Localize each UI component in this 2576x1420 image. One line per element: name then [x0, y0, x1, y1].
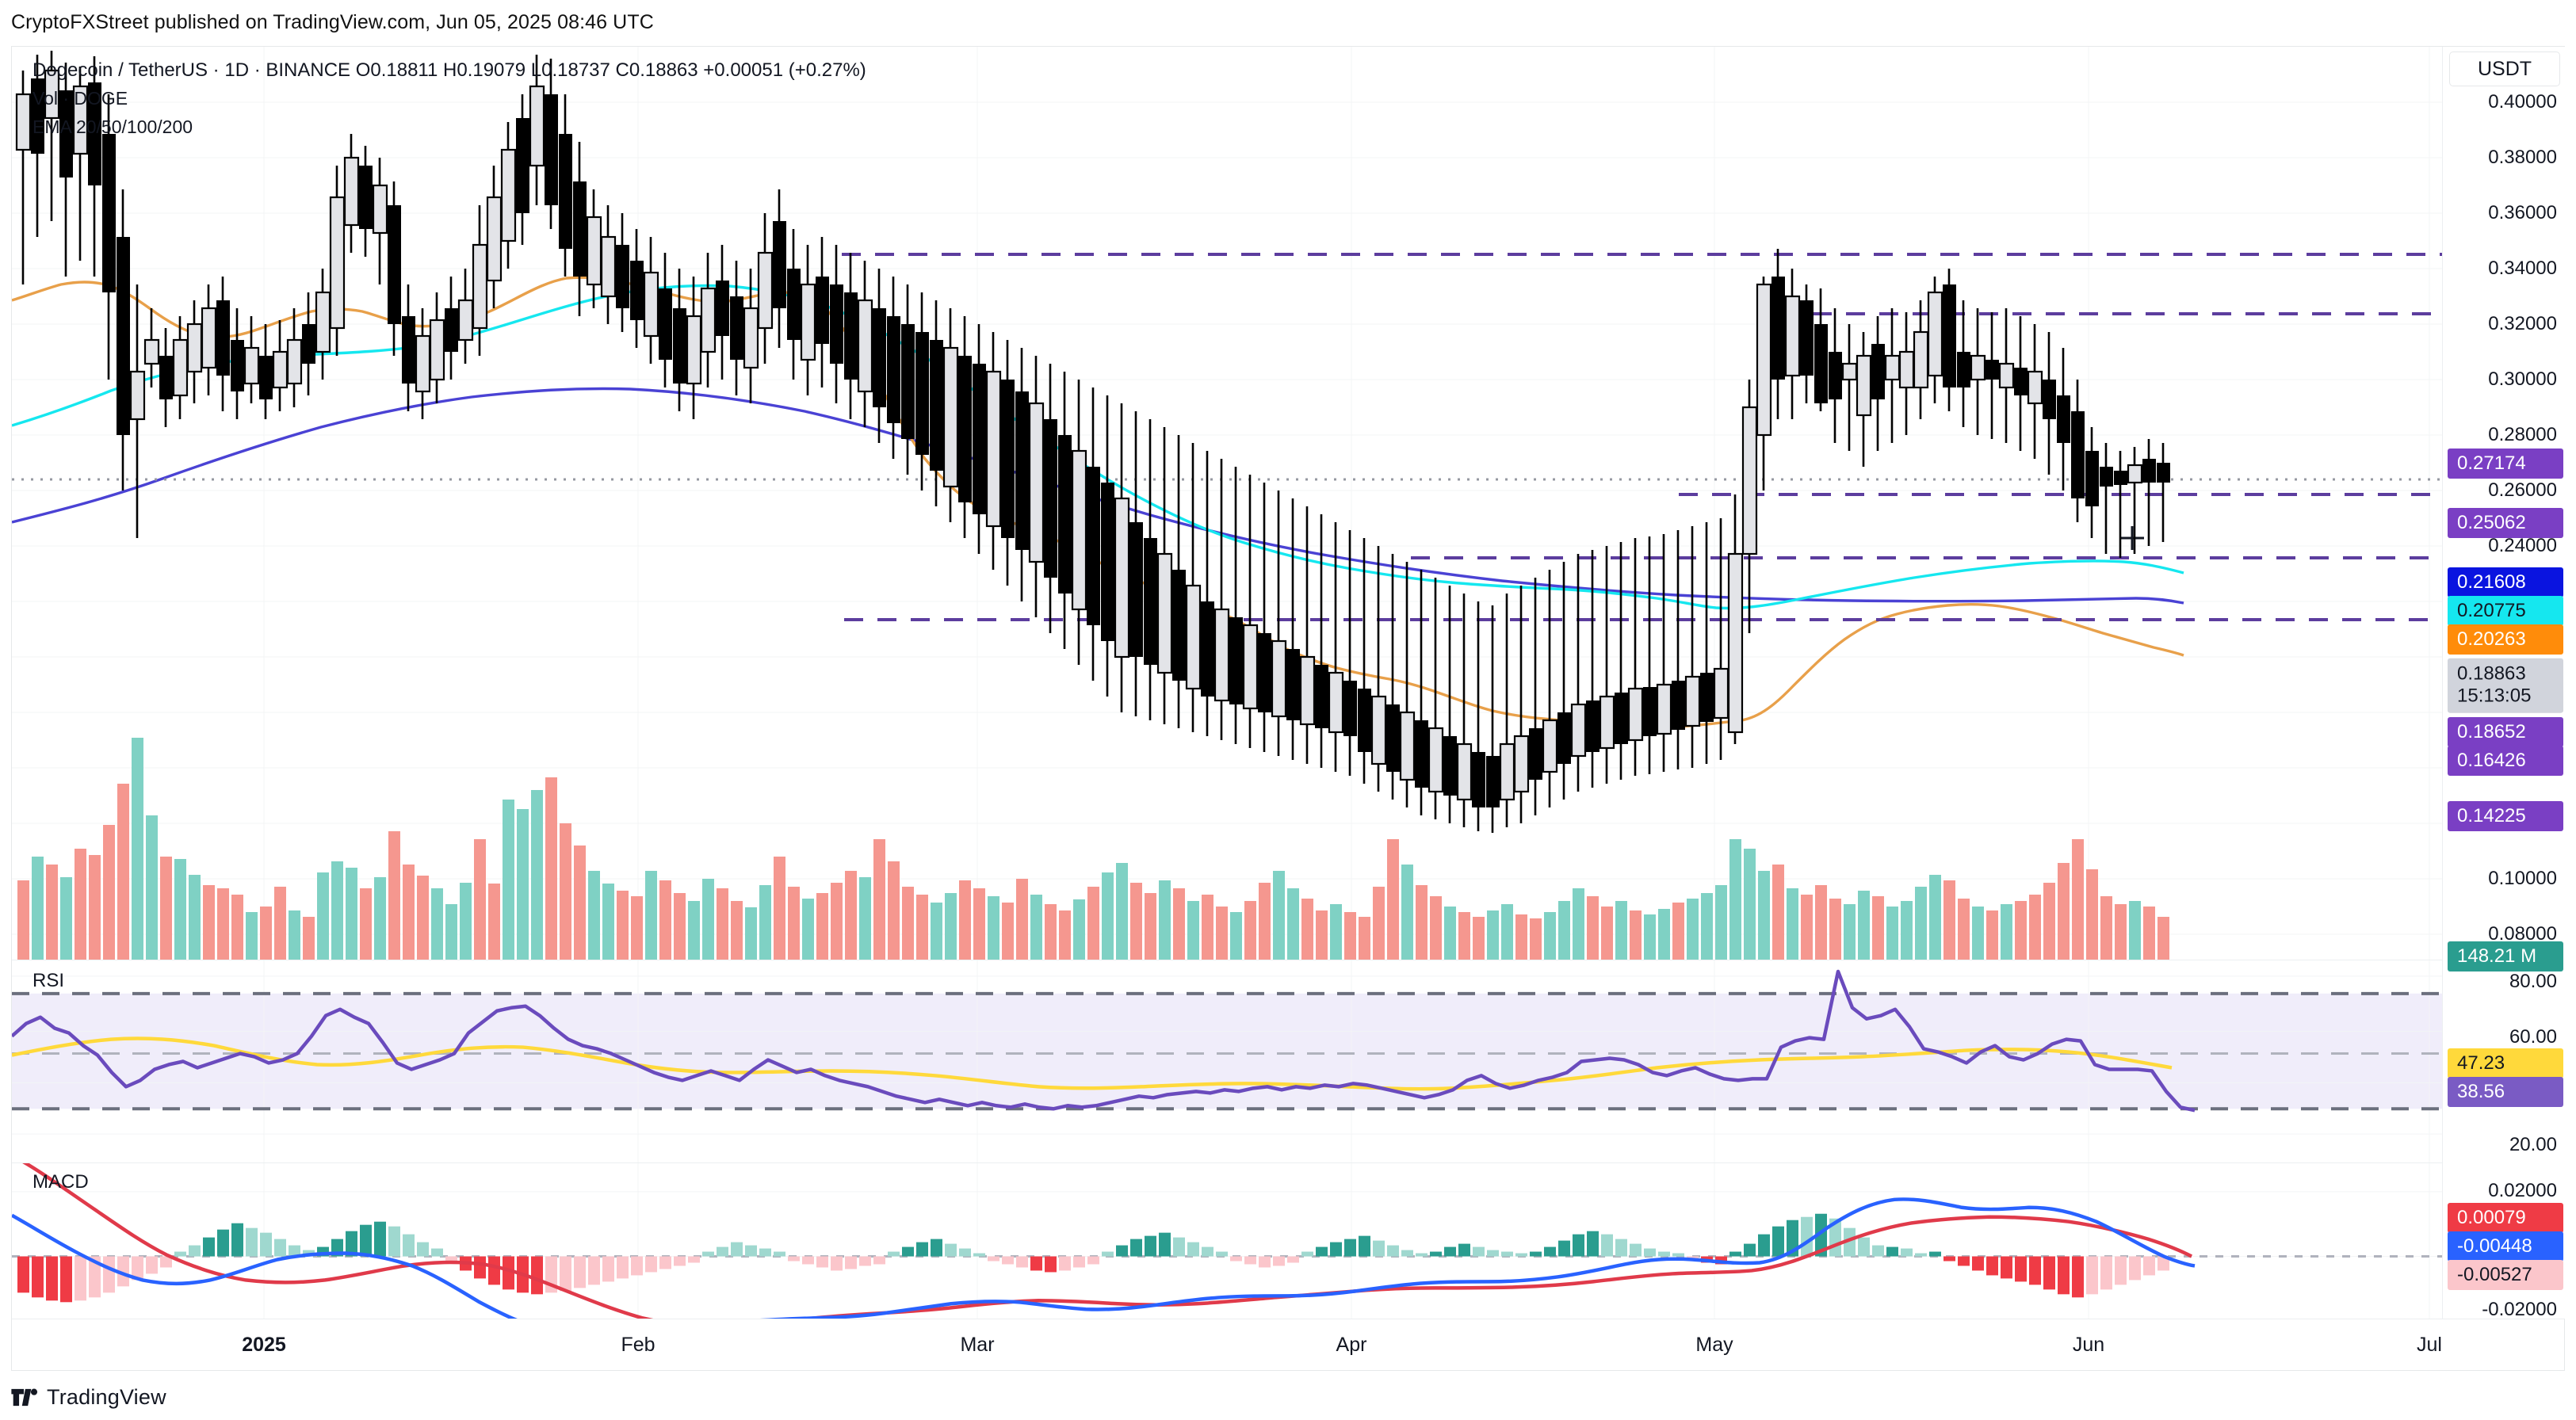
- level-badge-0-16426[interactable]: 0.16426: [2448, 746, 2563, 776]
- rsi-pane[interactable]: RSI: [12, 960, 2442, 1162]
- rsi-pane-svg: [12, 960, 2442, 1162]
- macd-line: [12, 1197, 2196, 1337]
- time-label-may: May: [1695, 1334, 1733, 1356]
- rsi-ma-line: [12, 1036, 2173, 1091]
- level-badge-0-25062[interactable]: 0.25062: [2448, 508, 2563, 538]
- tradingview-logo-icon: [11, 1388, 38, 1406]
- crosshair-marker: [2120, 526, 2144, 550]
- price-tick: 0.40000: [2488, 91, 2557, 113]
- macd-tick: -0.02000: [2482, 1299, 2557, 1320]
- volume-badge[interactable]: 148.21 M: [2448, 941, 2563, 971]
- macd-tick: 0.02000: [2488, 1180, 2557, 1201]
- plot-column: Dogecoin / TetherUS · 1D · BINANCE O0.18…: [12, 47, 2442, 1370]
- macd-line-badge[interactable]: -0.00448: [2448, 1231, 2563, 1262]
- price-pane[interactable]: Dogecoin / TetherUS · 1D · BINANCE O0.18…: [12, 47, 2442, 960]
- level-badge-0-18652[interactable]: 0.18652: [2448, 717, 2563, 747]
- time-label-apr: Apr: [1336, 1334, 1367, 1356]
- price-pane-svg: [12, 47, 2442, 960]
- candlestick-series: [15, 51, 2170, 833]
- ema50-badge[interactable]: 0.20775: [2448, 596, 2563, 626]
- price-tick: 0.10000: [2488, 868, 2557, 889]
- price-tick: 0.08000: [2488, 923, 2557, 945]
- time-label-jul: Jul: [2417, 1334, 2442, 1356]
- level-badge-0-14225[interactable]: 0.14225: [2448, 801, 2563, 831]
- candle-bodies: [15, 69, 2170, 807]
- macd-signal-line: [22, 1163, 2193, 1330]
- rsi-tick: 60.00: [2509, 1026, 2557, 1048]
- rsi-value-badge[interactable]: 38.56: [2448, 1077, 2563, 1107]
- current-price-value: 0.18863: [2457, 662, 2526, 685]
- price-tick: 0.28000: [2488, 424, 2557, 445]
- time-label-feb: Feb: [621, 1334, 655, 1356]
- ema20-badge[interactable]: 0.20263: [2448, 624, 2563, 655]
- footer-branding: TradingView: [11, 1385, 166, 1410]
- rsi-line: [12, 969, 2196, 1113]
- rsi-tick: 20.00: [2509, 1134, 2557, 1155]
- price-tick: 0.30000: [2488, 368, 2557, 390]
- time-axis[interactable]: 2025 Feb Mar Apr May Jun Jul: [11, 1319, 2565, 1371]
- currency-label: USDT: [2449, 52, 2560, 86]
- price-tick: 0.26000: [2488, 479, 2557, 501]
- chart-frame: Dogecoin / TetherUS · 1D · BINANCE O0.18…: [11, 46, 2565, 1371]
- price-tick: 0.24000: [2488, 535, 2557, 556]
- price-tick: 0.32000: [2488, 313, 2557, 334]
- macd-hist-badge[interactable]: -0.00527: [2448, 1260, 2563, 1290]
- ema200-badge[interactable]: 0.21608: [2448, 567, 2563, 597]
- time-label-2025: 2025: [242, 1334, 286, 1356]
- attribution-text: CryptoFXStreet published on TradingView.…: [11, 11, 654, 33]
- volume-series: [17, 738, 2169, 960]
- price-tick: 0.36000: [2488, 202, 2557, 223]
- tradingview-wordmark: TradingView: [47, 1385, 166, 1409]
- rsi-tick: 80.00: [2509, 971, 2557, 992]
- price-vertical-gridlines: [263, 47, 2430, 960]
- time-label-jun: Jun: [2072, 1334, 2105, 1356]
- rsi-ma-badge[interactable]: 47.23: [2448, 1048, 2563, 1078]
- macd-histogram: [17, 1213, 2169, 1303]
- price-tick: 0.38000: [2488, 147, 2557, 168]
- current-price-badge[interactable]: 0.18863 15:13:05: [2448, 658, 2563, 713]
- price-tick: 0.34000: [2488, 258, 2557, 279]
- macd-signal-badge[interactable]: 0.00079: [2448, 1203, 2563, 1233]
- current-price-countdown: 15:13:05: [2457, 685, 2532, 707]
- time-label-mar: Mar: [960, 1334, 995, 1356]
- price-scale-column[interactable]: USDT 0.40000 0.38000 0.36000 0.34000 0.3…: [2442, 47, 2565, 1370]
- level-badge-0-27174[interactable]: 0.27174: [2448, 449, 2563, 479]
